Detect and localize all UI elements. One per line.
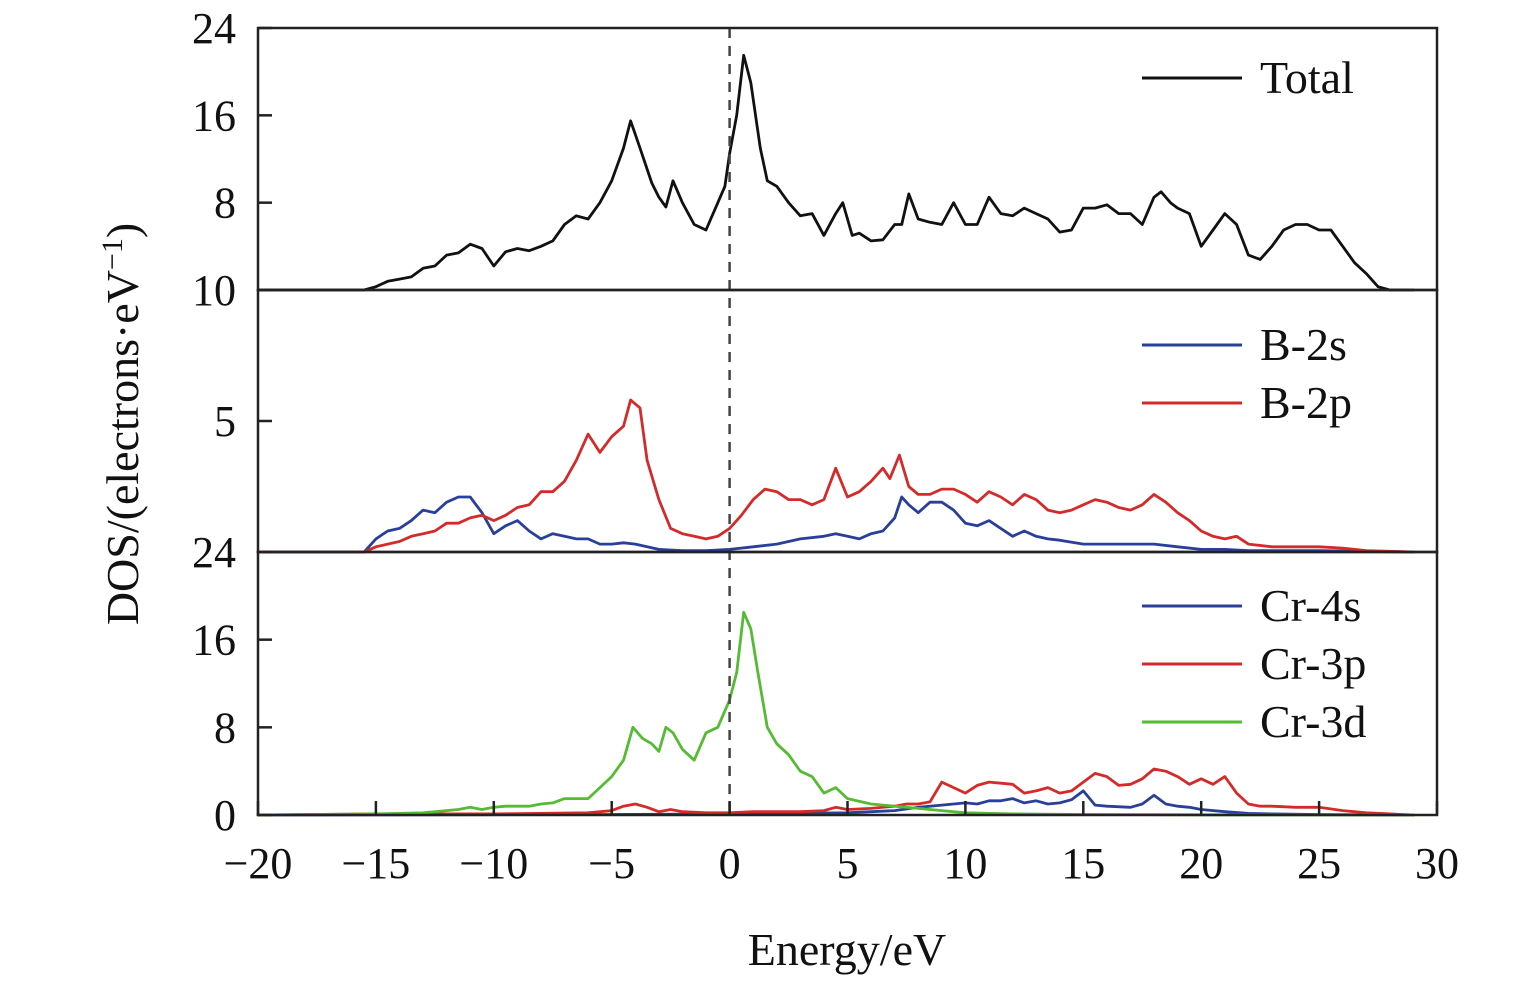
x-tick-label-0: 0	[719, 839, 741, 888]
y-tick-label-chromium-24: 24	[192, 528, 236, 577]
x-tick-label-10: 10	[943, 839, 987, 888]
x-axis-title: Energy/eV	[748, 924, 946, 975]
y-axis-title-main: DOS/(electrons·eV	[97, 270, 148, 625]
x-tick-label-15: 15	[1061, 839, 1105, 888]
legend-label-cr-4s: Cr-4s	[1260, 580, 1361, 631]
series-line-cr-3d	[256, 610, 1415, 817]
y-axis-title-superscript: −1	[96, 238, 129, 270]
legend-layer: Total B-2s B-2p Cr-4s Cr-3p Cr-3d	[1142, 52, 1366, 747]
y-tick-label-boron-5: 5	[214, 397, 236, 446]
y-axis-title: DOS/(electrons·eV−1)	[96, 223, 148, 625]
series-line-b-2s	[256, 495, 1415, 554]
y-tick-label-total-8: 8	[214, 179, 236, 228]
y-tick-label-total-16: 16	[192, 91, 236, 140]
x-tick-label-20: 20	[1179, 839, 1223, 888]
x-tick-label--10: −10	[459, 839, 528, 888]
y-axis-title-close: )	[97, 223, 148, 238]
y-tick-label-total-24: 24	[192, 4, 236, 53]
legend-label-b-2p: B-2p	[1260, 377, 1352, 428]
legend-label-b-2s: B-2s	[1260, 319, 1347, 370]
axis-layer: 8 16 24 5 10 0 8 16 24 −20 −15 −10 −5 0 5 10 15 20 25 30	[192, 4, 1459, 888]
x-tick-label-5: 5	[837, 839, 859, 888]
x-tick-label--15: −15	[341, 839, 410, 888]
legend-label-total: Total	[1260, 52, 1354, 103]
series-line-cr-3p	[256, 767, 1415, 817]
y-tick-label-chromium-0: 0	[214, 791, 236, 840]
y-tick-label-chromium-8: 8	[214, 703, 236, 752]
plot-layer	[256, 28, 1415, 817]
series-line-b-2p	[256, 398, 1415, 554]
series-line-total	[256, 53, 1415, 292]
series-line-cr-4s	[256, 789, 1415, 817]
legend-label-cr-3d: Cr-3d	[1260, 696, 1366, 747]
x-tick-label-25: 25	[1297, 839, 1341, 888]
y-tick-label-boron-10: 10	[192, 266, 236, 315]
y-tick-label-chromium-16: 16	[192, 616, 236, 665]
x-tick-label--5: −5	[588, 839, 635, 888]
legend-label-cr-3p: Cr-3p	[1260, 638, 1366, 689]
x-tick-label--20: −20	[224, 839, 293, 888]
x-tick-label-30: 30	[1415, 839, 1459, 888]
